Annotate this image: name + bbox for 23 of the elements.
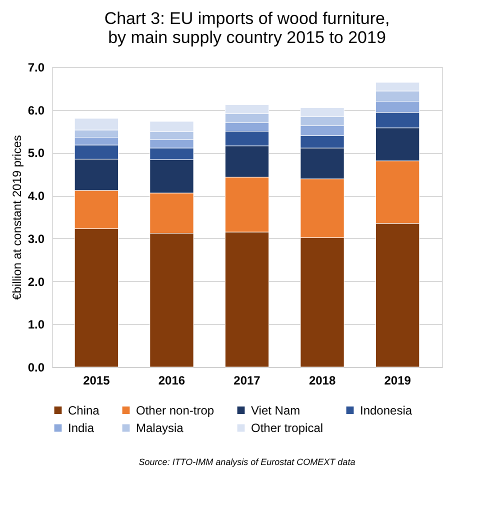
x-tick-label: 2016: [158, 374, 186, 388]
y-tick-label: 1.0: [28, 318, 45, 332]
y-tick-label: 5.0: [28, 146, 45, 160]
y-tick-label: 6.0: [28, 103, 45, 118]
source-note: Source: ITTO-IMM analysis of Eurostat COMEXT data: [138, 457, 356, 467]
legend-label: China: [68, 403, 100, 418]
legend-label: Viet Nam: [251, 403, 300, 418]
legend-label: India: [68, 421, 94, 435]
y-axis-title: €billion at constant 2019 prices: [10, 135, 24, 300]
y-tick-label: 4.0: [28, 189, 45, 204]
legend-label: Indonesia: [360, 403, 412, 418]
y-tick-label: 2.0: [28, 274, 45, 289]
y-tick-label: 3.0: [28, 232, 45, 246]
legend-label: Malaysia: [136, 421, 184, 435]
y-tick-label: 0.0: [28, 360, 45, 374]
x-tick-label: 2015: [83, 374, 110, 388]
x-tick-label: 2017: [234, 374, 261, 388]
y-tick-label: 7.0: [28, 60, 45, 74]
legend-label: Other tropical: [251, 421, 324, 435]
x-tick-label: 2019: [384, 374, 412, 388]
chart-title: Chart 3: EU imports of wood furniture, by main supply country 2015 to 2019: [104, 9, 390, 47]
x-tick-label: 2018: [308, 374, 336, 388]
legend-label: Other non-trop: [136, 403, 214, 418]
